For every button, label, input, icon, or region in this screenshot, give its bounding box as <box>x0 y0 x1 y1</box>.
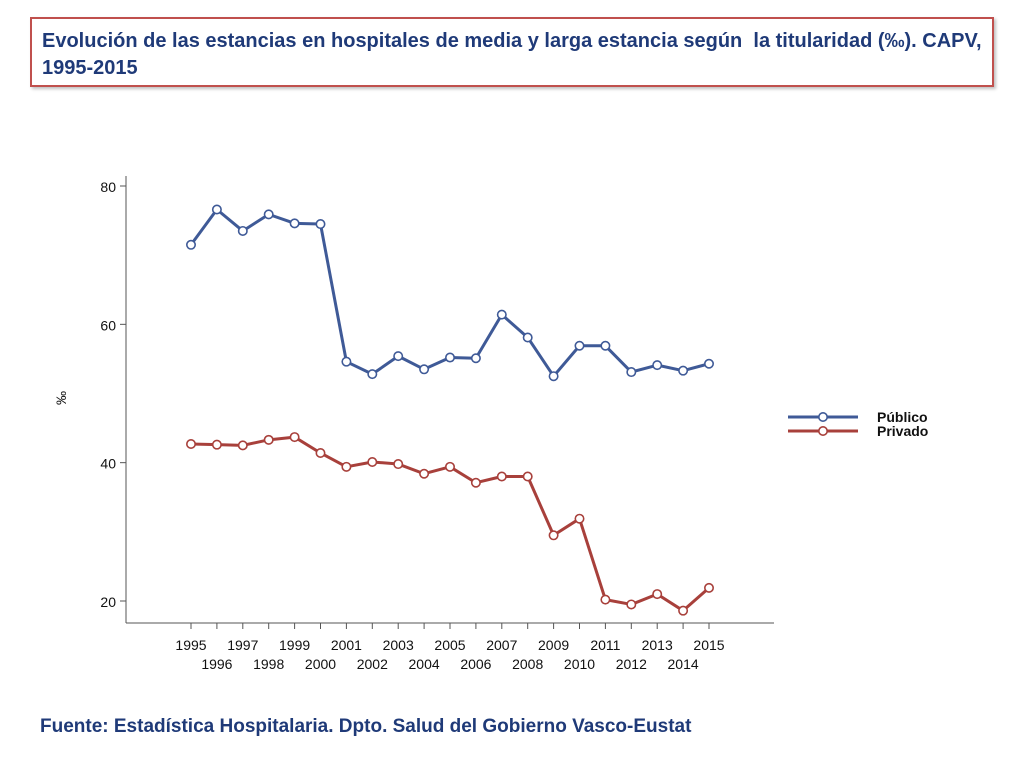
legend-marker <box>817 411 828 422</box>
x-tick-label: 2008 <box>512 656 543 672</box>
x-tick-label: 2011 <box>590 637 620 653</box>
data-point <box>237 225 248 236</box>
data-point <box>470 477 481 488</box>
data-point <box>186 239 197 250</box>
x-tick-label: 1996 <box>201 656 232 672</box>
data-point <box>600 594 611 605</box>
title-box: Evolución de las estancias en hospitales… <box>30 17 994 87</box>
x-tick-label: 2012 <box>616 656 647 672</box>
data-point <box>548 371 559 382</box>
x-tick-label: 2005 <box>434 637 465 653</box>
data-point <box>626 599 637 610</box>
data-point <box>444 461 455 472</box>
x-tick-label: 2010 <box>564 656 595 672</box>
y-tick-label: 20 <box>100 594 116 610</box>
data-point <box>652 360 663 371</box>
x-tick-label: 1999 <box>279 637 310 653</box>
series-line <box>189 208 710 378</box>
data-point <box>496 471 507 482</box>
data-point <box>341 356 352 367</box>
x-tick-label: 2004 <box>409 656 440 672</box>
data-point <box>626 367 637 378</box>
data-point <box>574 513 585 524</box>
data-point <box>419 468 430 479</box>
data-point <box>367 369 378 380</box>
legend-marker <box>817 425 828 436</box>
data-point <box>574 340 585 351</box>
x-tick-label: 2014 <box>668 656 699 672</box>
x-tick-label: 2009 <box>538 637 569 653</box>
data-point <box>678 365 689 376</box>
x-tick-label: 2007 <box>486 637 517 653</box>
data-point <box>444 352 455 363</box>
data-point <box>211 204 222 215</box>
y-tick-label: 40 <box>100 456 116 472</box>
chart-title: Evolución de las estancias en hospitales… <box>42 30 988 79</box>
data-point <box>289 218 300 229</box>
x-tick-label: 2006 <box>460 656 491 672</box>
data-point <box>393 351 404 362</box>
data-point <box>522 332 533 343</box>
series-publico <box>186 204 714 382</box>
x-tick-label: 2000 <box>305 656 336 672</box>
data-point <box>496 309 507 320</box>
x-tick-label: 1997 <box>227 637 258 653</box>
legend-label: Público <box>877 409 928 425</box>
data-point <box>548 530 559 541</box>
data-point <box>367 456 378 467</box>
data-point <box>703 582 714 593</box>
series-privado <box>186 432 714 616</box>
data-point <box>341 461 352 472</box>
data-point <box>703 358 714 369</box>
data-point <box>315 219 326 230</box>
data-point <box>186 438 197 449</box>
data-point <box>263 209 274 220</box>
x-tick-label: 1998 <box>253 656 284 672</box>
data-point <box>263 434 274 445</box>
data-point <box>289 432 300 443</box>
x-tick-label: 2002 <box>357 656 388 672</box>
data-point <box>419 364 430 375</box>
data-point <box>678 605 689 616</box>
data-point <box>652 589 663 600</box>
legend-label: Privado <box>877 423 928 439</box>
x-tick-label: 2003 <box>383 637 414 653</box>
x-tick-label: 1995 <box>175 637 206 653</box>
y-axis-label: ‰ <box>53 391 69 405</box>
data-point <box>237 440 248 451</box>
data-point <box>600 340 611 351</box>
source-note: Fuente: Estadística Hospitalaria. Dpto. … <box>40 716 692 737</box>
data-point <box>522 471 533 482</box>
x-tick-label: 2001 <box>331 637 362 653</box>
data-point <box>393 459 404 470</box>
data-point <box>315 447 326 458</box>
x-tick-label: 2015 <box>693 637 724 653</box>
data-point <box>470 353 481 364</box>
y-tick-label: 80 <box>100 179 116 195</box>
y-tick-label: 60 <box>100 317 116 333</box>
x-tick-label: 2013 <box>642 637 673 653</box>
data-point <box>211 439 222 450</box>
